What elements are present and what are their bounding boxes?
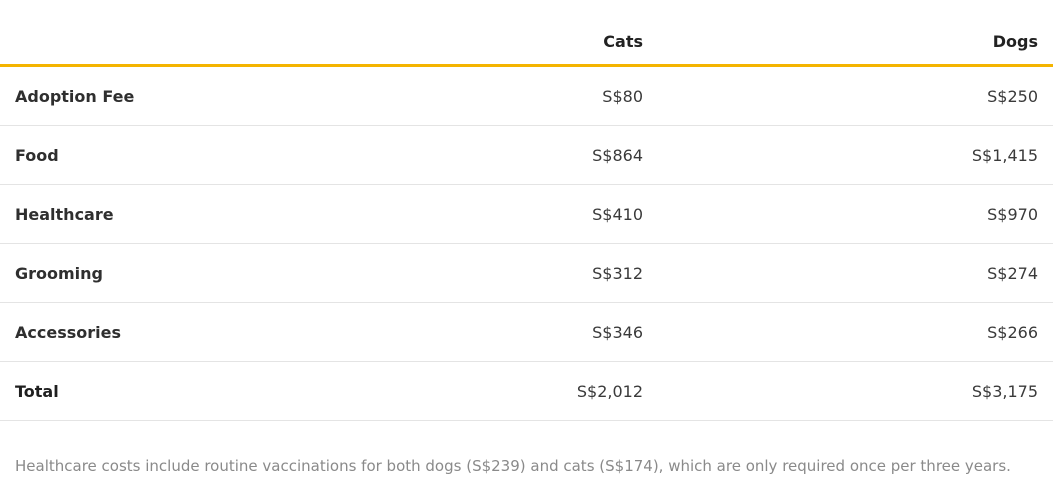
total-row: Total S$2,012 S$3,175 (0, 361, 1053, 421)
dogs-cost: S$1,415 (658, 125, 1053, 185)
cats-cost: S$410 (470, 184, 658, 244)
total-label: Total (0, 361, 470, 421)
row-label: Food (0, 125, 470, 185)
row-label: Grooming (0, 243, 470, 303)
footnote: Healthcare costs include routine vaccina… (15, 457, 1011, 475)
table-row: Food S$864 S$1,415 (0, 125, 1053, 185)
cats-total: S$2,012 (470, 361, 658, 421)
header-dogs: Dogs (658, 18, 1053, 67)
table-row: Grooming S$312 S$274 (0, 243, 1053, 303)
dogs-cost: S$266 (658, 302, 1053, 362)
row-label: Adoption Fee (0, 65, 470, 126)
pet-cost-table: Cats Dogs Adoption Fee S$80 S$250 Food S… (0, 18, 1053, 421)
cats-cost: S$80 (470, 65, 658, 126)
dogs-cost: S$250 (658, 65, 1053, 126)
table-row: Adoption Fee S$80 S$250 (0, 65, 1053, 126)
table-row: Healthcare S$410 S$970 (0, 184, 1053, 244)
header-cats: Cats (470, 18, 658, 67)
header-row: Cats Dogs (0, 18, 1053, 67)
row-label: Healthcare (0, 184, 470, 244)
cats-cost: S$864 (470, 125, 658, 185)
row-label: Accessories (0, 302, 470, 362)
table-body: Adoption Fee S$80 S$250 Food S$864 S$1,4… (0, 65, 1053, 421)
table-row: Accessories S$346 S$266 (0, 302, 1053, 362)
dogs-cost: S$970 (658, 184, 1053, 244)
header-category (0, 18, 470, 67)
cats-cost: S$312 (470, 243, 658, 303)
dogs-cost: S$274 (658, 243, 1053, 303)
dogs-total: S$3,175 (658, 361, 1053, 421)
table-header: Cats Dogs (0, 18, 1053, 67)
cats-cost: S$346 (470, 302, 658, 362)
